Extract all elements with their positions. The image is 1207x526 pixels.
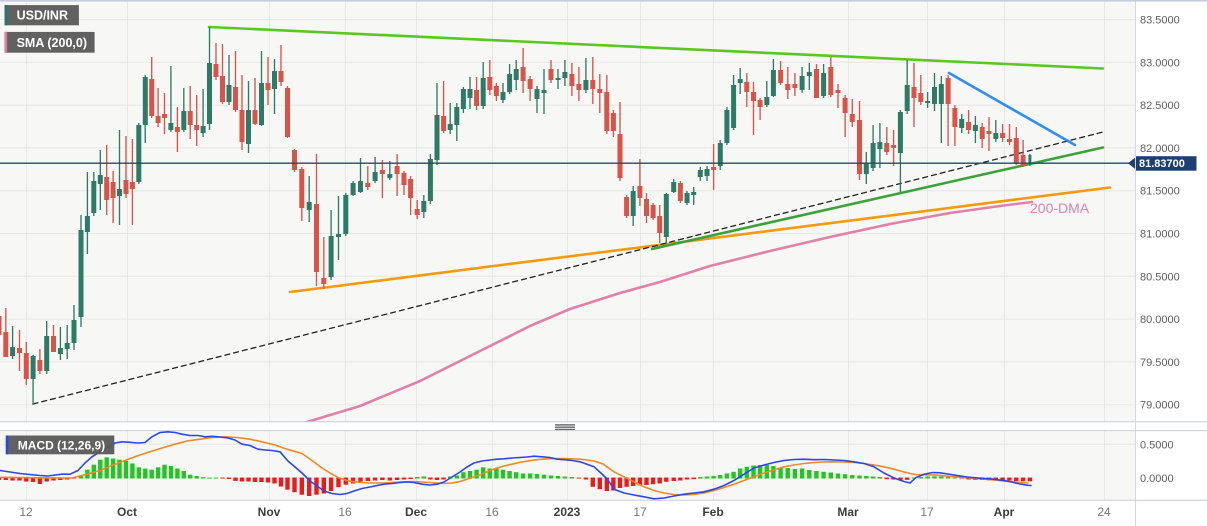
svg-text:SMA (200,0): SMA (200,0) <box>17 36 87 50</box>
svg-text:17: 17 <box>633 505 647 519</box>
svg-text:17: 17 <box>920 505 934 519</box>
svg-text:81.83700: 81.83700 <box>1139 158 1185 170</box>
svg-text:Feb: Feb <box>702 505 723 519</box>
svg-text:16: 16 <box>485 505 499 519</box>
svg-text:80.5000: 80.5000 <box>1140 271 1180 283</box>
svg-text:Apr: Apr <box>994 505 1015 519</box>
svg-text:12: 12 <box>19 505 33 519</box>
svg-text:Mar: Mar <box>837 505 859 519</box>
svg-text:0.0000: 0.0000 <box>1140 473 1174 485</box>
svg-text:82.5000: 82.5000 <box>1140 100 1180 112</box>
svg-text:0.5000: 0.5000 <box>1140 439 1174 451</box>
svg-text:81.5000: 81.5000 <box>1140 186 1180 198</box>
svg-text:80.0000: 80.0000 <box>1140 314 1180 326</box>
svg-text:83.5000: 83.5000 <box>1140 15 1180 27</box>
svg-text:16: 16 <box>338 505 352 519</box>
svg-text:81.0000: 81.0000 <box>1140 229 1180 241</box>
svg-text:Oct: Oct <box>117 505 137 519</box>
svg-text:79.5000: 79.5000 <box>1140 357 1180 369</box>
svg-text:2023: 2023 <box>554 505 581 519</box>
svg-text:MACD (12,26,9): MACD (12,26,9) <box>18 438 105 452</box>
svg-text:200-DMA: 200-DMA <box>1030 200 1090 216</box>
svg-text:USD/INR: USD/INR <box>17 9 68 23</box>
svg-text:Dec: Dec <box>405 505 427 519</box>
svg-text:Nov: Nov <box>258 505 281 519</box>
svg-text:82.0000: 82.0000 <box>1140 143 1180 155</box>
svg-text:83.0000: 83.0000 <box>1140 57 1180 69</box>
svg-text:24: 24 <box>1097 505 1111 519</box>
svg-text:79.0000: 79.0000 <box>1140 400 1180 412</box>
